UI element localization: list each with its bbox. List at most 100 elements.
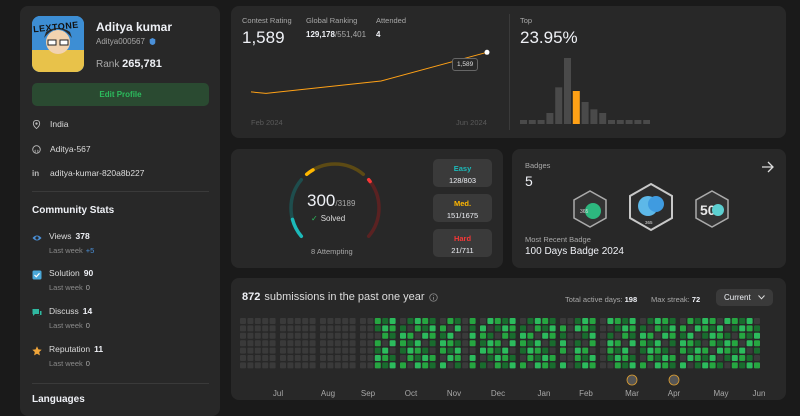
heatmap-cell bbox=[640, 340, 646, 347]
heatmap-cell bbox=[342, 332, 349, 339]
heatmap-cell bbox=[549, 325, 556, 332]
solved-progress-ring bbox=[289, 162, 381, 239]
heatmap-cell bbox=[320, 355, 326, 361]
edit-profile-button[interactable]: Edit Profile bbox=[32, 83, 209, 106]
heatmap-cell bbox=[607, 355, 614, 361]
heatmap-cell bbox=[334, 332, 341, 339]
heatmap-cell bbox=[382, 340, 389, 347]
heatmap-cell bbox=[614, 325, 621, 332]
medium-stat[interactable]: Med. 151/1675 bbox=[433, 194, 492, 222]
heatmap-cell bbox=[582, 362, 589, 369]
easy-stat[interactable]: Easy 128/803 bbox=[433, 159, 492, 187]
heatmap-cell bbox=[487, 355, 494, 361]
histogram-bar bbox=[608, 120, 615, 124]
linkedin-link[interactable]: aditya-kumar-820a8b227 bbox=[50, 168, 145, 178]
heatmap-cell bbox=[640, 332, 646, 339]
heatmap-cell bbox=[589, 362, 596, 369]
heatmap-cell bbox=[582, 318, 589, 324]
heatmap-cell bbox=[422, 355, 429, 361]
heatmap-cell bbox=[334, 362, 341, 369]
heatmap-cell bbox=[447, 318, 454, 324]
badge-50-icon[interactable]: 50 bbox=[692, 189, 732, 229]
heatmap-cell bbox=[746, 332, 753, 339]
heatmap-cell bbox=[294, 347, 301, 354]
badge-1-label: 365 bbox=[580, 209, 589, 215]
github-row[interactable]: Aditya-567 bbox=[32, 144, 91, 154]
heatmap-cell bbox=[487, 340, 494, 347]
linkedin-row[interactable]: in aditya-kumar-820a8b227 bbox=[32, 168, 145, 178]
heatmap-cell bbox=[382, 362, 389, 369]
histogram-bar bbox=[616, 120, 624, 124]
heatmap-cell bbox=[589, 318, 596, 324]
attempting-text: 8 Attempting bbox=[311, 247, 353, 256]
heatmap-cell bbox=[269, 355, 276, 361]
heatmap-cell bbox=[702, 340, 709, 347]
heatmap-cell bbox=[640, 318, 646, 324]
heatmap-cell bbox=[254, 332, 261, 339]
profile-card: LEXTONE Aditya kumar Aditya000567 Rank 2… bbox=[20, 6, 220, 416]
stat-discuss: Discuss 14 Last week 0 bbox=[32, 306, 212, 332]
heatmap-cell bbox=[560, 362, 566, 369]
x-axis-start: Feb 2024 bbox=[251, 118, 283, 127]
badge-365-blue-icon[interactable]: 365 bbox=[626, 182, 676, 232]
github-link[interactable]: Aditya-567 bbox=[50, 144, 91, 154]
heatmap-cell bbox=[429, 355, 436, 361]
badge-2-label: 365 bbox=[645, 220, 653, 225]
heatmap-cell bbox=[287, 318, 294, 324]
medium-arc bbox=[304, 168, 315, 177]
heatmap-cell bbox=[480, 347, 486, 354]
heatmap-cell bbox=[694, 332, 701, 339]
heatmap-cell bbox=[567, 318, 574, 324]
profile-username-row: Aditya000567 bbox=[96, 37, 156, 46]
heatmap-cell bbox=[567, 355, 574, 361]
heatmap-cell bbox=[240, 332, 246, 339]
heatmap-cell bbox=[694, 362, 701, 369]
heatmap-cell bbox=[582, 340, 589, 347]
heatmap-cell bbox=[269, 318, 276, 324]
month-label: Jun bbox=[753, 389, 766, 398]
heatmap-cell bbox=[414, 347, 421, 354]
hard-stat[interactable]: Hard 21/711 bbox=[433, 229, 492, 257]
heatmap-cell bbox=[462, 362, 469, 369]
heatmap-cell bbox=[622, 362, 629, 369]
heatmap-cell bbox=[647, 355, 654, 361]
heatmap-cell bbox=[739, 340, 746, 347]
heatmap-cell bbox=[462, 318, 469, 324]
heatmap-cell bbox=[509, 325, 516, 332]
info-icon[interactable] bbox=[428, 292, 438, 302]
profile-rank: Rank 265,781 bbox=[96, 58, 162, 70]
avatar[interactable]: LEXTONE bbox=[32, 16, 84, 72]
heatmap-cell bbox=[374, 362, 381, 369]
heatmap-cell bbox=[342, 340, 349, 347]
heatmap-cell bbox=[662, 340, 669, 347]
heatmap-cell bbox=[382, 332, 389, 339]
heatmap-cell bbox=[360, 332, 366, 339]
heatmap-cell bbox=[647, 362, 654, 369]
hard-count: 21/711 bbox=[451, 246, 474, 255]
heatmap-cell bbox=[494, 332, 501, 339]
stat-value: 11 bbox=[94, 344, 104, 354]
heatmap-cell bbox=[622, 347, 629, 354]
heatmap-cell bbox=[614, 355, 621, 361]
heatmap-cell bbox=[342, 347, 349, 354]
heatmap-cell bbox=[480, 355, 486, 361]
arrow-right-icon[interactable] bbox=[761, 161, 775, 173]
stat-delta: +5 bbox=[85, 246, 95, 255]
stat-label: Solution bbox=[49, 268, 80, 278]
stat-label: Discuss bbox=[49, 306, 79, 316]
heatmap-cell bbox=[534, 332, 541, 339]
heatmap-cell bbox=[527, 362, 534, 369]
submissions-count: 872 bbox=[242, 291, 261, 303]
heatmap-cell bbox=[360, 355, 366, 361]
heatmap-cell bbox=[469, 347, 476, 354]
heatmap-cell bbox=[342, 362, 349, 369]
heatmap-cell bbox=[520, 362, 526, 369]
heatmap-cell bbox=[462, 332, 469, 339]
rank-label: Rank bbox=[96, 59, 120, 70]
badge-365-icon[interactable]: 365 bbox=[570, 189, 610, 229]
heatmap-cell bbox=[589, 355, 596, 361]
heatmap-cell bbox=[400, 355, 406, 361]
heatmap-cell bbox=[422, 325, 429, 332]
current-dropdown[interactable]: Current bbox=[716, 289, 773, 306]
heatmap-cell bbox=[280, 332, 286, 339]
